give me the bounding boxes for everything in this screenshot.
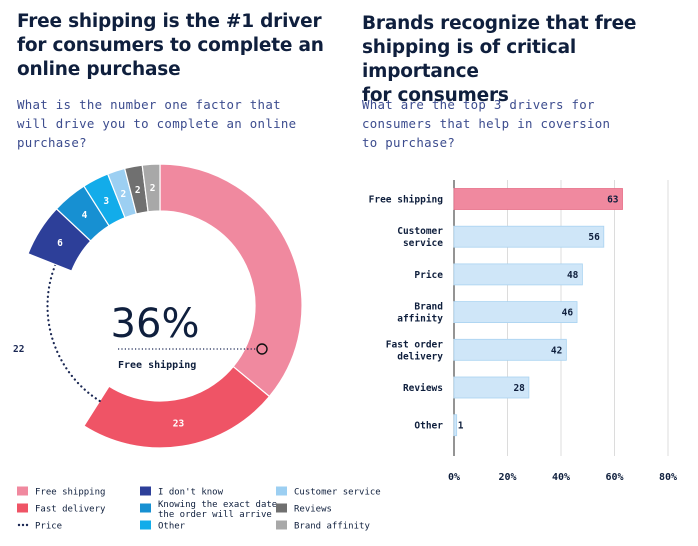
legend-marker-price: [21, 523, 25, 527]
bar-category-label: Reviews: [403, 383, 443, 394]
donut-leader-marker: [256, 343, 268, 355]
bar: [453, 414, 458, 437]
right-subtitle-line-3: to purchase?: [362, 135, 456, 150]
legend-label-free-shipping: Free shipping: [35, 488, 105, 498]
bar: [453, 225, 605, 248]
bar-xtick-label: 0%: [448, 472, 460, 483]
bar: [453, 376, 530, 399]
legend-label-i-don-t-know: I don't know: [158, 488, 224, 498]
donut-label-i-don-t-know: 6: [57, 238, 63, 249]
bar: [453, 338, 567, 361]
bar-category-label: service: [403, 238, 443, 249]
donut-slice-free-shipping: [159, 163, 303, 398]
bar-xtick-label: 60%: [605, 472, 623, 483]
legend-label-reviews: Reviews: [294, 505, 332, 515]
left-subtitle-block: What is the number one factor that will …: [17, 95, 327, 152]
donut-slice-price: [46, 263, 101, 403]
right-subtitle-line-1: What are the top 3 drivers for: [362, 97, 595, 112]
bar-value-label: 46: [562, 308, 574, 319]
donut-label-brand-affinity: 2: [150, 183, 156, 194]
bar-value-label: 48: [567, 270, 579, 281]
left-subtitle-line-1: What is the number one factor that: [17, 97, 281, 112]
donut-label-reviews: 2: [135, 185, 141, 196]
legend-marker-price: [17, 523, 21, 527]
bar-value-label: 56: [588, 232, 600, 243]
donut-slice-brand-affinity: [141, 163, 161, 213]
bar-category-label: Brand: [414, 302, 443, 313]
legend-label-knowing-the-exact-date: Knowing the exact date: [158, 500, 277, 510]
legend-label-other: Other: [158, 522, 186, 532]
left-title-block: Free shipping is the #1 driver for consu…: [17, 10, 337, 82]
bar-value-label: 28: [513, 383, 525, 394]
bar-xtick-label: 20%: [498, 472, 516, 483]
bar-value-label: 63: [607, 195, 619, 206]
bar-xtick-label: 80%: [659, 472, 677, 483]
donut-center-value: 36%: [111, 301, 200, 347]
bar: [453, 301, 578, 324]
legend-marker-other: [140, 520, 151, 530]
bar-category-label: Free shipping: [369, 195, 444, 206]
donut-label-other: 3: [103, 196, 109, 207]
left-subtitle-line-3: purchase?: [17, 135, 87, 150]
legend-label-fast-delivery: Fast delivery: [35, 505, 106, 515]
legend-marker-fast-delivery: [17, 503, 28, 513]
legend-label-knowing-the-exact-date-line2: the order will arrive: [158, 510, 272, 520]
bar-category-label: Price: [414, 270, 443, 281]
bar-value-label: 42: [551, 345, 562, 356]
legend-label-price: Price: [35, 522, 62, 532]
donut-label-knowing-the-exact-date-the-order-will-arrive: 4: [82, 210, 88, 221]
legend-marker-knowing-the-exact-date: [140, 503, 151, 513]
bar-xtick-label: 40%: [552, 472, 570, 483]
bar: [453, 263, 583, 286]
donut-center-label: Free shipping: [118, 359, 196, 371]
right-title-block: Brands recognize that free shipping is o…: [362, 12, 682, 108]
legend-label-customer-service: Customer service: [294, 488, 381, 498]
right-title-line-1: Brands recognize that free: [362, 13, 637, 34]
legend-marker-reviews: [276, 503, 287, 513]
legend-marker-brand-affinity: [276, 520, 287, 530]
right-subtitle-line-2: consumers that help in coversion: [362, 116, 611, 131]
bar-category-label: delivery: [397, 351, 443, 362]
bar-chart: 0% 20% 40% 60% 80% 63 Free shipping 56 Customers…: [369, 180, 677, 483]
donut-slice-fast-delivery: [83, 365, 271, 449]
left-title-line-3: online purchase: [17, 59, 181, 80]
legend-marker-customer-service: [276, 486, 287, 496]
legend-marker-price: [25, 523, 29, 527]
left-title-line-1: Free shipping is the #1 driver: [17, 11, 322, 32]
left-title-line-2: for consumers to complete an: [17, 35, 324, 56]
bar: [453, 188, 623, 210]
right-subtitle-block: What are the top 3 drivers for consumers…: [362, 95, 672, 152]
bar-category-label: affinity: [397, 314, 443, 325]
right-title-line-2: shipping is of critical importance: [362, 37, 577, 82]
donut-label-customer-service: 2: [121, 189, 127, 200]
legend-label-brand-affinity: Brand affinity: [294, 522, 370, 532]
donut-legend: Free shipping Fast delivery Price I don't k…: [17, 486, 381, 532]
left-subtitle-line-2: will drive you to complete an online: [17, 116, 297, 131]
legend-marker-free-shipping: [17, 486, 28, 496]
right-title-line-3: for consumers: [362, 85, 509, 106]
bar-category-label: Other: [414, 421, 443, 432]
legend-marker-i-don-t-know: [140, 486, 151, 496]
bar-category-label: Customer: [397, 226, 443, 237]
bar-category-label: Fast order: [386, 339, 443, 350]
donut-label-fast-delivery: 23: [173, 419, 185, 430]
bar-value-label: 1: [458, 421, 464, 432]
donut-label-price: 22: [13, 344, 24, 355]
